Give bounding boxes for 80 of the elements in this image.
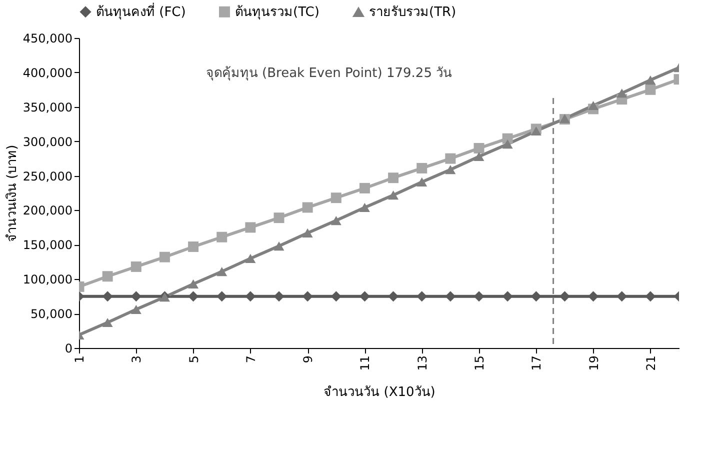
x-axis-title: จำนวนวัน (X10วัน) — [324, 384, 436, 400]
x-tick-label: 3 — [130, 356, 144, 364]
y-tick-label: 100,000 — [22, 272, 72, 287]
point — [274, 291, 284, 302]
point — [302, 291, 313, 302]
point — [474, 142, 484, 154]
y-tick-label: 450,000 — [22, 32, 72, 46]
point — [359, 202, 370, 212]
x-tick-label: 19 — [586, 356, 601, 371]
x-tick-label: 21 — [644, 356, 658, 371]
legend-label: ต้นทุนรวม(TC) — [235, 4, 320, 20]
x-tick-label: 5 — [186, 356, 201, 364]
y-tick-label: 300,000 — [22, 134, 72, 149]
point — [130, 304, 142, 314]
point — [302, 202, 313, 213]
point — [245, 291, 256, 302]
point — [645, 75, 656, 85]
point — [388, 291, 399, 302]
y-tick-label: 250,000 — [22, 169, 72, 184]
point — [245, 222, 256, 233]
point — [502, 140, 513, 149]
point — [130, 291, 142, 302]
y-tick-label: 400,000 — [22, 66, 72, 80]
legend-label: รายรับรวม(TR) — [369, 5, 456, 20]
annotation: จุดคุ้มทุน (Break Even Point) 179.25 วัน — [206, 66, 452, 81]
x-tick-label: 17 — [530, 356, 544, 371]
point — [645, 84, 656, 95]
y-tick-label: 150,000 — [22, 238, 72, 252]
x-tick-label: 9 — [301, 356, 316, 364]
point — [616, 88, 628, 98]
point — [530, 291, 542, 302]
x-tick-label: 15 — [472, 356, 486, 371]
point — [616, 291, 628, 302]
point — [416, 162, 428, 174]
point — [388, 190, 399, 200]
point — [302, 228, 313, 238]
x-tick-label: 13 — [415, 356, 430, 371]
point — [416, 177, 428, 187]
point — [445, 165, 456, 174]
point — [416, 291, 428, 302]
point — [102, 318, 113, 328]
legend-label: ต้นทุนคงที่ (FC) — [96, 2, 186, 20]
point — [216, 266, 228, 276]
point — [359, 182, 370, 194]
point — [102, 291, 113, 302]
y-tick-label: 0 — [64, 342, 72, 356]
y-axis-title: จำนวนเงิน (บาท) — [4, 144, 20, 242]
y-tick-label: 350,000 — [22, 100, 72, 114]
point — [502, 291, 513, 302]
point — [645, 291, 656, 302]
point — [159, 252, 170, 262]
point — [188, 241, 199, 252]
x-tick-label: 1 — [72, 356, 86, 364]
point — [245, 254, 256, 263]
y-tick-label: 50,000 — [30, 307, 72, 322]
point — [445, 291, 456, 302]
point — [445, 153, 456, 164]
point — [188, 279, 199, 288]
point — [588, 291, 599, 302]
point — [502, 133, 513, 144]
point — [216, 232, 228, 242]
point — [130, 261, 142, 272]
point — [274, 212, 284, 224]
point — [102, 271, 113, 282]
x-tick-label: 11 — [358, 356, 372, 371]
point — [330, 192, 342, 204]
y-tick-label: 200,000 — [22, 204, 72, 218]
point — [359, 291, 370, 302]
point — [474, 291, 484, 302]
point — [588, 100, 599, 110]
point — [330, 216, 342, 226]
point — [216, 291, 228, 302]
point — [530, 126, 542, 136]
point — [559, 291, 570, 302]
point — [188, 291, 199, 302]
point — [274, 242, 284, 251]
point — [474, 152, 484, 162]
x-tick-label: 7 — [244, 356, 258, 364]
point — [388, 172, 399, 184]
point — [330, 291, 342, 302]
